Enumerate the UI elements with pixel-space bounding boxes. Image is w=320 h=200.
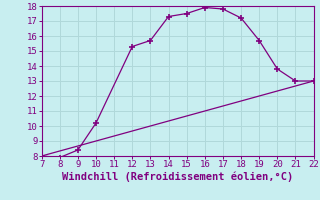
X-axis label: Windchill (Refroidissement éolien,°C): Windchill (Refroidissement éolien,°C) — [62, 172, 293, 182]
